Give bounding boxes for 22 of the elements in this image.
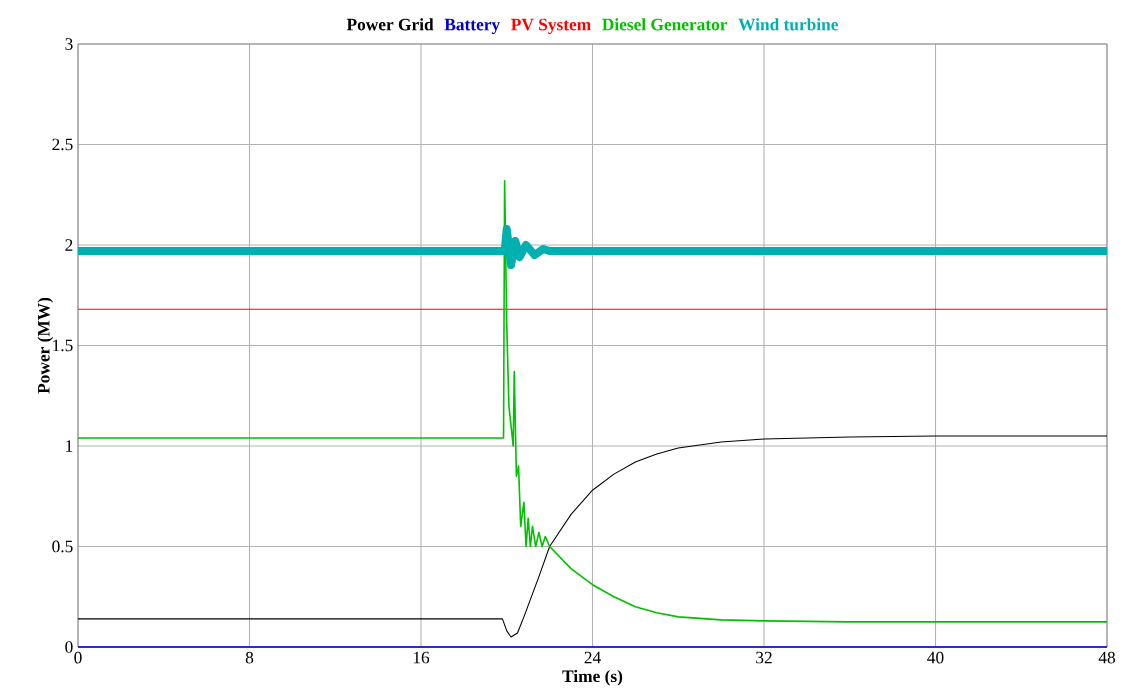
- y-axis-title: Power (MW): [37, 297, 54, 394]
- text: Diesel Generator: [602, 18, 728, 31]
- y-tick-label: 1.5: [53, 339, 73, 352]
- x-tick-label: 40: [927, 651, 944, 664]
- text: Power Grid: [346, 18, 434, 31]
- y-tick-label: 1: [66, 440, 73, 452]
- line-series: [77, 435, 1108, 638]
- x-axis-title: Time (s): [562, 669, 623, 686]
- x-tick-label: 48: [1098, 651, 1116, 664]
- y-tick-label: 0.5: [52, 540, 73, 553]
- x-tick-label: 24: [584, 651, 601, 664]
- x-tick-label: 32: [756, 651, 772, 664]
- y-tick-label: 2: [65, 239, 73, 251]
- x-tick-label: 8: [245, 651, 254, 664]
- y-tick-label: 2.5: [52, 138, 73, 151]
- y-tick-label: 0: [65, 641, 73, 653]
- x-tick-label: 0: [74, 651, 82, 664]
- text: Battery: [444, 18, 500, 34]
- y-tick-label: 3: [65, 38, 73, 50]
- x-tick-label: 16: [413, 651, 430, 664]
- text: PV System: [511, 18, 591, 34]
- text: Wind turbine: [738, 18, 839, 31]
